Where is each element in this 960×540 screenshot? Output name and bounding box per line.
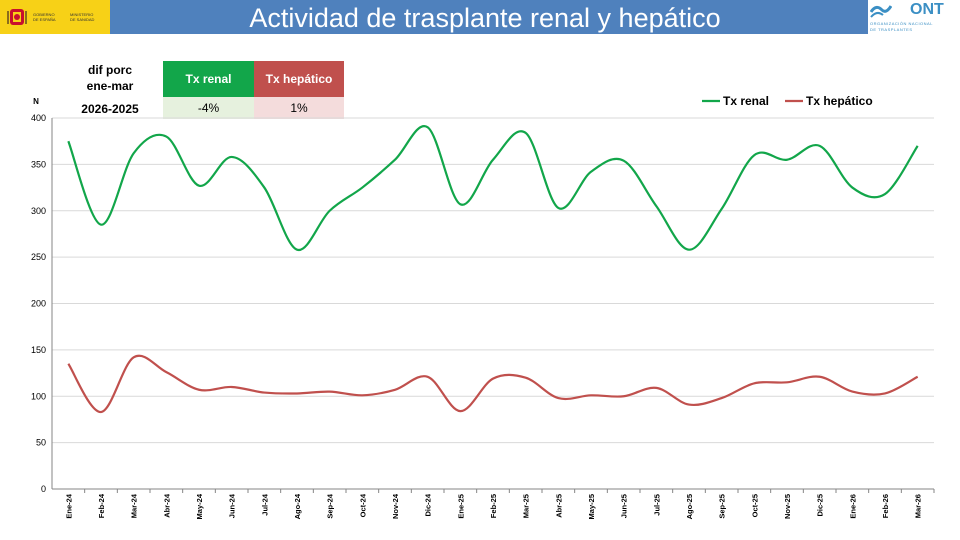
ont-sub-2: DE TRASPLANTES [870, 27, 913, 32]
summary-years: 2026-2025 [81, 102, 139, 116]
series-line-hepatico [67, 354, 919, 414]
gov-line-1: GOBIERNO [33, 12, 55, 17]
x-tick-label: Nov-24 [391, 493, 400, 519]
y-tick-label: 200 [31, 299, 46, 309]
x-tick-label: Jul-24 [260, 493, 269, 516]
x-tick-label: Oct-25 [750, 494, 759, 517]
y-tick-label: 400 [31, 113, 46, 123]
x-tick-label: Nov-25 [783, 494, 792, 519]
x-tick-label: Abr-24 [162, 493, 171, 518]
x-tick-label: Ene-24 [64, 493, 73, 518]
x-tick-label: Ago-25 [685, 494, 694, 519]
legend-label: Tx renal [723, 94, 769, 108]
summary-label-line-1: dif porc [88, 63, 132, 77]
x-tick-label: Mar-24 [130, 493, 139, 518]
y-tick-label: 350 [31, 159, 46, 169]
y-tick-label: 100 [31, 391, 46, 401]
x-tick-label: Feb-26 [881, 494, 890, 518]
coat-of-arms-icon [7, 9, 27, 25]
page-title: Actividad de trasplante renal y hepático [249, 3, 721, 33]
series-line-renal [67, 125, 919, 251]
y-tick-label: 250 [31, 252, 46, 262]
x-tick-label: Mar-26 [914, 494, 923, 518]
gov-line-2: DE ESPAÑA [33, 17, 56, 22]
ont-name: ONT [910, 1, 944, 18]
x-tick-label: Jul-25 [652, 494, 661, 516]
x-tick-label: Ago-24 [293, 493, 302, 519]
x-tick-label: Sep-24 [326, 493, 335, 518]
summary-header-hepatico: Tx hepático [254, 61, 344, 97]
title-bar [0, 0, 960, 34]
x-tick-label: Feb-24 [97, 493, 106, 518]
y-axis-label: N [33, 97, 39, 106]
y-tick-label: 150 [31, 345, 46, 355]
x-tick-label: Oct-24 [358, 493, 367, 517]
x-tick-label: Sep-25 [718, 494, 727, 519]
legend-label: Tx hepático [806, 94, 873, 108]
x-tick-label: May-24 [195, 493, 204, 519]
summary-value-renal: -4% [163, 97, 254, 119]
x-tick-label: Jun-24 [228, 493, 237, 518]
y-tick-label: 300 [31, 206, 46, 216]
government-logo: GOBIERNO DE ESPAÑA MINISTERIO DE SANIDAD [0, 0, 110, 34]
summary-label: dif porc ene-mar [62, 62, 158, 94]
x-tick-label: Mar-25 [522, 494, 531, 518]
gov-line-3: MINISTERIO [70, 12, 94, 17]
summary-header-renal: Tx renal [163, 61, 254, 97]
x-tick-label: Feb-25 [489, 494, 498, 518]
x-tick-label: Ene-26 [848, 494, 857, 519]
x-tick-label: Ene-25 [456, 494, 465, 519]
ont-wave-icon [870, 5, 892, 18]
gov-line-4: DE SANIDAD [70, 17, 95, 22]
x-tick-label: May-25 [587, 494, 596, 519]
x-tick-label: Dic-24 [424, 493, 433, 516]
ont-logo: ONT ORGANIZACIÓN NACIONAL DE TRASPLANTES [868, 0, 960, 34]
x-tick-label: Jun-25 [620, 494, 629, 518]
x-tick-label: Abr-25 [554, 494, 563, 518]
y-tick-label: 50 [36, 438, 46, 448]
y-tick-label: 0 [41, 484, 46, 494]
summary-value-hepatico: 1% [254, 97, 344, 119]
summary-label-line-2: ene-mar [86, 79, 134, 93]
ont-sub-1: ORGANIZACIÓN NACIONAL [870, 21, 933, 26]
x-tick-label: Dic-25 [816, 494, 825, 517]
